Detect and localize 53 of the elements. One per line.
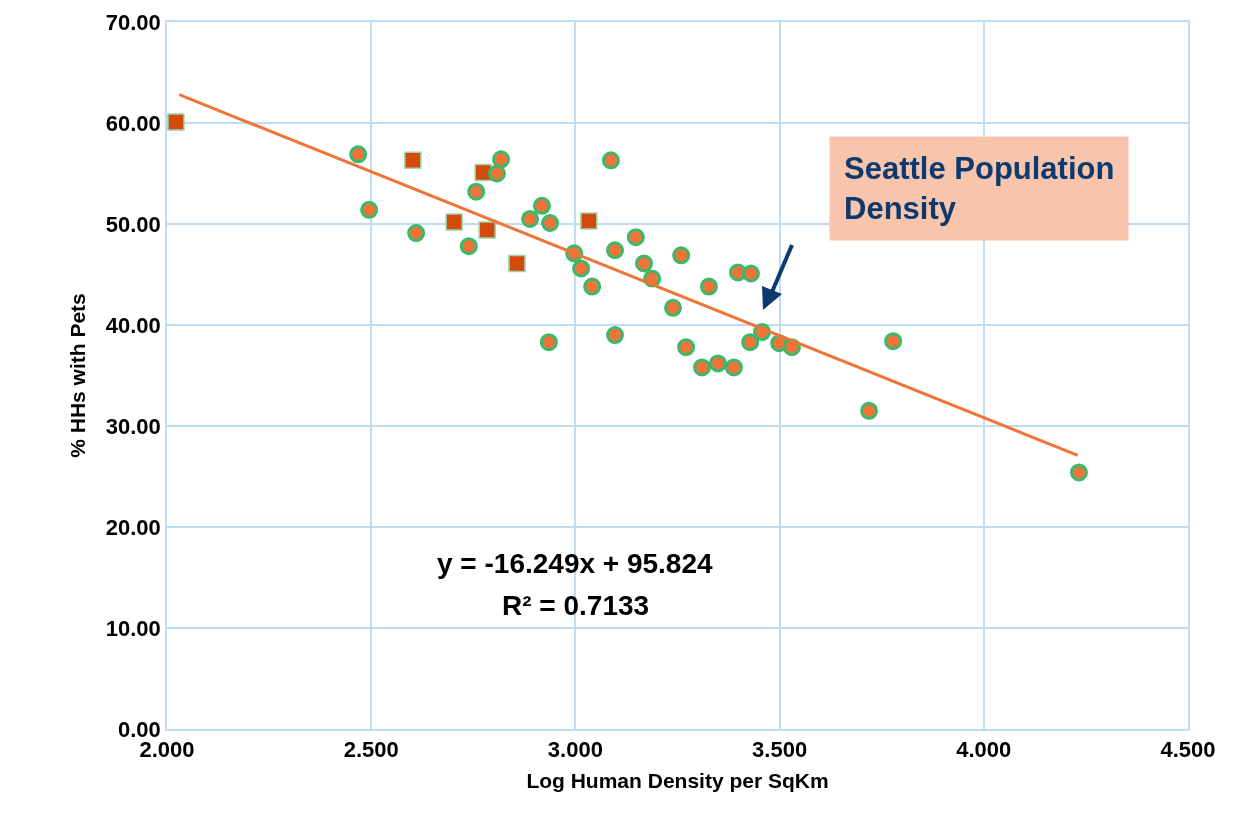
point xyxy=(884,332,903,351)
point xyxy=(407,224,426,243)
point xyxy=(583,277,602,296)
y-tick-label: 20.00 xyxy=(105,514,161,540)
x-tick-label: 4.500 xyxy=(1160,737,1216,763)
annotation: Seattle Population Density xyxy=(844,151,1115,227)
point xyxy=(521,209,540,228)
point xyxy=(349,145,368,164)
point xyxy=(541,213,560,232)
point xyxy=(492,150,511,169)
point xyxy=(467,182,486,201)
point xyxy=(724,358,743,377)
point xyxy=(635,254,654,273)
y-tick-label: 10.00 xyxy=(105,615,161,641)
point xyxy=(580,212,598,230)
point xyxy=(445,213,463,231)
y-tick-label: 70.00 xyxy=(105,9,161,35)
x-tick-label: 3.000 xyxy=(547,737,603,763)
point xyxy=(1069,463,1088,482)
point xyxy=(606,241,625,260)
point xyxy=(664,298,683,317)
point xyxy=(459,237,478,256)
point xyxy=(626,228,645,247)
annotation: y = -16.249x + 95.824 xyxy=(437,548,713,579)
y-tick-label: 50.00 xyxy=(105,211,161,237)
point xyxy=(532,196,551,215)
point xyxy=(167,113,185,131)
point xyxy=(478,221,496,239)
point xyxy=(741,333,760,352)
point xyxy=(488,164,506,183)
point xyxy=(539,333,558,352)
y-tick-label: 40.00 xyxy=(105,312,161,338)
point xyxy=(860,401,879,420)
y-tick-label: 30.00 xyxy=(105,413,161,439)
point xyxy=(404,151,422,170)
y-axis-title: % HHs with Pets xyxy=(66,293,90,458)
point xyxy=(508,254,526,273)
point xyxy=(601,151,620,170)
point xyxy=(708,354,727,373)
y-tick-label: 60.00 xyxy=(105,110,161,136)
point xyxy=(677,338,696,357)
x-axis-title: Log Human Density per SqKm xyxy=(526,768,829,792)
annotation: R² = 0.7133 xyxy=(502,590,650,621)
point xyxy=(699,277,718,296)
x-tick-label: 2.500 xyxy=(343,737,399,763)
x-tick-label: 4.000 xyxy=(956,737,1012,763)
point xyxy=(693,358,711,377)
point xyxy=(742,264,761,283)
x-tick-label: 3.500 xyxy=(752,737,808,763)
point xyxy=(606,326,625,345)
point xyxy=(360,200,379,219)
point xyxy=(672,246,691,265)
point xyxy=(572,259,591,278)
